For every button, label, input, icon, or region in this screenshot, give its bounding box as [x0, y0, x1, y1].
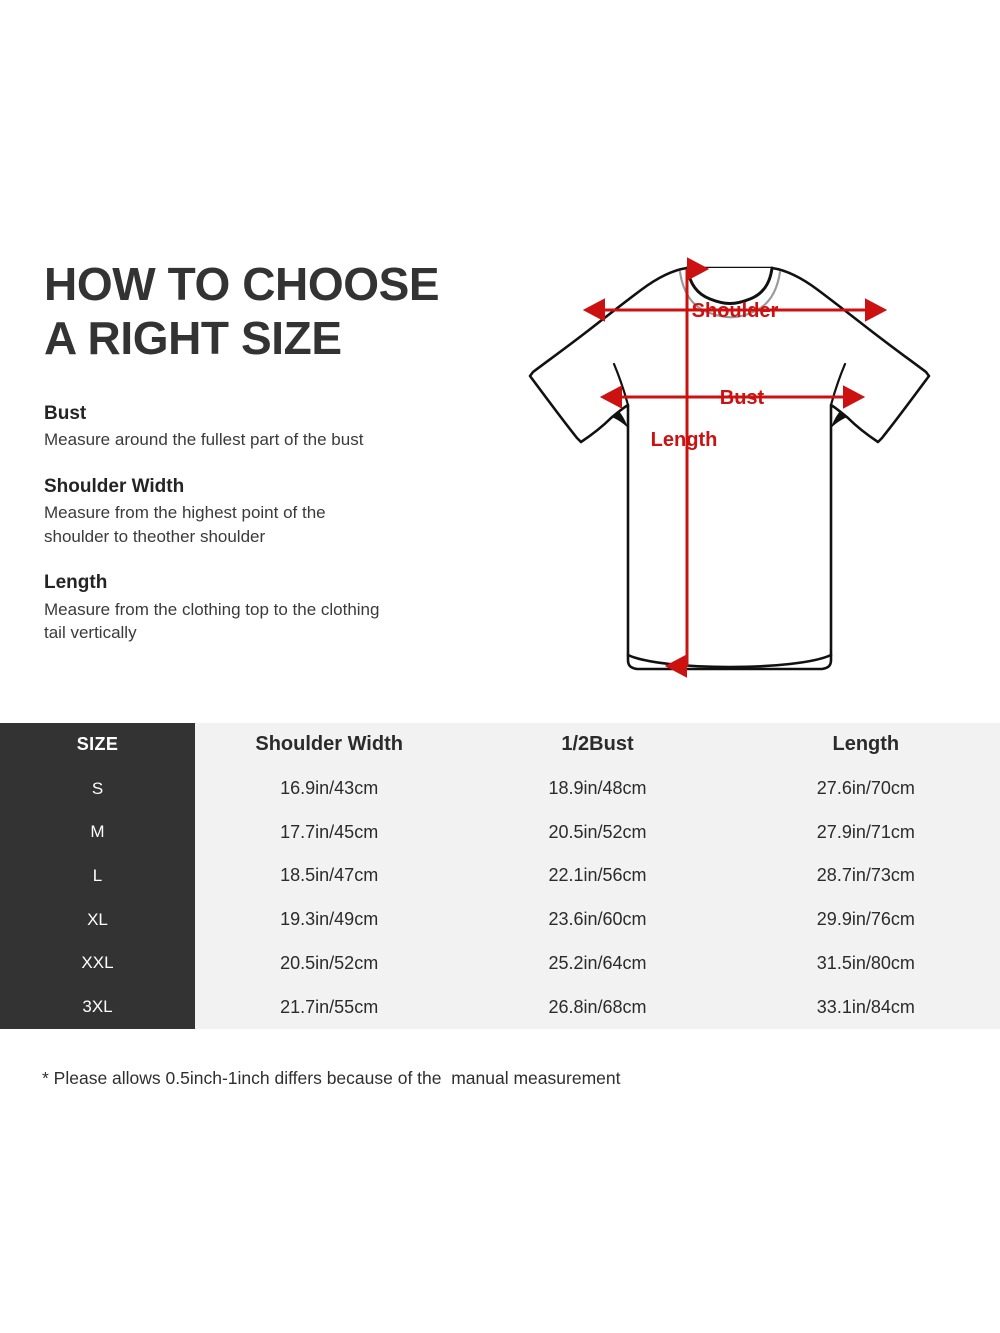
size-column-background [0, 723, 195, 1029]
bust-label: Bust [720, 387, 765, 409]
tshirt-outline-group [528, 266, 931, 671]
table-row: 33.1in/84cm [816, 996, 915, 1017]
measure-term-length: Length [44, 572, 108, 594]
table-row: 21.7in/55cm [280, 996, 379, 1017]
table-header-size: SIZE [76, 734, 119, 755]
shoulder-label: Shoulder [692, 300, 779, 322]
table-row: 18.9in/48cm [548, 778, 647, 799]
measure-desc-length: Measure from the clothing top to the clo… [44, 599, 380, 643]
length-label: Length [651, 429, 718, 451]
measure-term-bust: Bust [44, 402, 87, 424]
table-row: 28.7in/73cm [816, 865, 915, 886]
table-header-half-bust: 1/2Bust [561, 733, 634, 756]
measure-block-length: Length Measure from the clothing top to … [44, 569, 474, 644]
table-row: 19.3in/49cm [280, 909, 379, 930]
table-row: 3XL [82, 997, 113, 1017]
table-row: 31.5in/80cm [816, 952, 915, 973]
table-row: 23.6in/60cm [548, 909, 647, 930]
table-row: 16.9in/43cm [280, 778, 379, 799]
table-header-length: Length [832, 733, 900, 756]
table-row: 27.9in/71cm [816, 821, 915, 842]
measure-term-shoulder-width: Shoulder Width [44, 475, 185, 497]
table-header-shoulder-width: Shoulder Width [255, 733, 403, 756]
table-row: S [91, 778, 104, 798]
table-row: 26.8in/68cm [548, 996, 647, 1017]
size-table-grid: SIZE Shoulder Width 1/2Bust Length S 16.… [0, 723, 1000, 1029]
measurement-disclaimer: * Please allows 0.5inch-1inch differs be… [42, 1068, 621, 1088]
measure-block-bust: Bust Measure around the fullest part of … [44, 400, 474, 452]
table-row: 20.5in/52cm [280, 952, 379, 973]
table-row: XL [87, 909, 108, 929]
table-row: 27.6in/70cm [816, 778, 915, 799]
table-row: 18.5in/47cm [280, 865, 379, 886]
size-table: SIZE Shoulder Width 1/2Bust Length S 16.… [0, 723, 1000, 1029]
table-row: 17.7in/45cm [280, 821, 379, 842]
table-row: 25.2in/64cm [548, 952, 647, 973]
tshirt-body-path [528, 266, 931, 671]
page-title: HOW TO CHOOSE A RIGHT SIZE [44, 258, 440, 364]
hem-line [626, 653, 833, 669]
info-panel: HOW TO CHOOSE A RIGHT SIZE Bust Measure … [44, 258, 474, 666]
measure-desc-shoulder-width: Measure from the highest point of the sh… [44, 503, 326, 546]
table-row: 29.9in/76cm [816, 909, 915, 930]
measurement-annotations: Shoulder Bust Length [582, 257, 888, 678]
measure-desc-bust: Measure around the fullest part of the b… [44, 430, 364, 450]
table-row: 22.1in/56cm [548, 865, 647, 886]
tshirt-diagram: Shoulder Bust Length [497, 250, 967, 690]
table-row: 20.5in/52cm [548, 821, 647, 842]
table-row: XXL [81, 953, 114, 973]
table-row: L [92, 865, 103, 885]
measure-block-shoulder-width: Shoulder Width Measure from the highest … [44, 473, 474, 548]
table-row: M [90, 822, 105, 842]
